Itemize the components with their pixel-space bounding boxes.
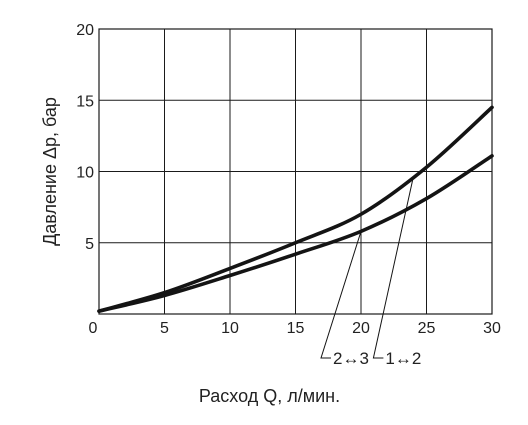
curve-labels: 1↔2 2↔3 xyxy=(320,176,421,368)
x-tick-label: 0 xyxy=(89,320,98,337)
x-axis-title: Расход Q, л/мин. xyxy=(199,386,340,406)
y-tick-label: 20 xyxy=(76,22,94,39)
y-tick-label: 5 xyxy=(85,236,94,253)
series-label-2: 2↔3 xyxy=(333,349,369,368)
plot-frame xyxy=(98,28,493,315)
series-line-1 xyxy=(97,105,494,313)
y-tick-label: 10 xyxy=(76,165,94,182)
series-label-1: 1↔2 xyxy=(385,349,421,368)
y-axis-title: Давление Δp, бар xyxy=(40,97,60,246)
x-tick-label: 30 xyxy=(483,320,501,337)
x-tick-label: 5 xyxy=(160,320,169,337)
x-tick-label: 20 xyxy=(352,320,370,337)
tick-labels: 0 5 10 15 20 25 30 5 10 15 20 xyxy=(76,22,501,337)
x-tick-label: 15 xyxy=(287,320,305,337)
leader-line-2 xyxy=(320,231,362,359)
x-tick-label: 25 xyxy=(418,320,436,337)
series-line-2 xyxy=(97,154,494,313)
y-tick-label: 15 xyxy=(76,93,94,110)
curves xyxy=(97,105,494,313)
leader-line-1 xyxy=(372,176,414,359)
x-tick-label: 10 xyxy=(221,320,239,337)
grid xyxy=(99,29,492,314)
